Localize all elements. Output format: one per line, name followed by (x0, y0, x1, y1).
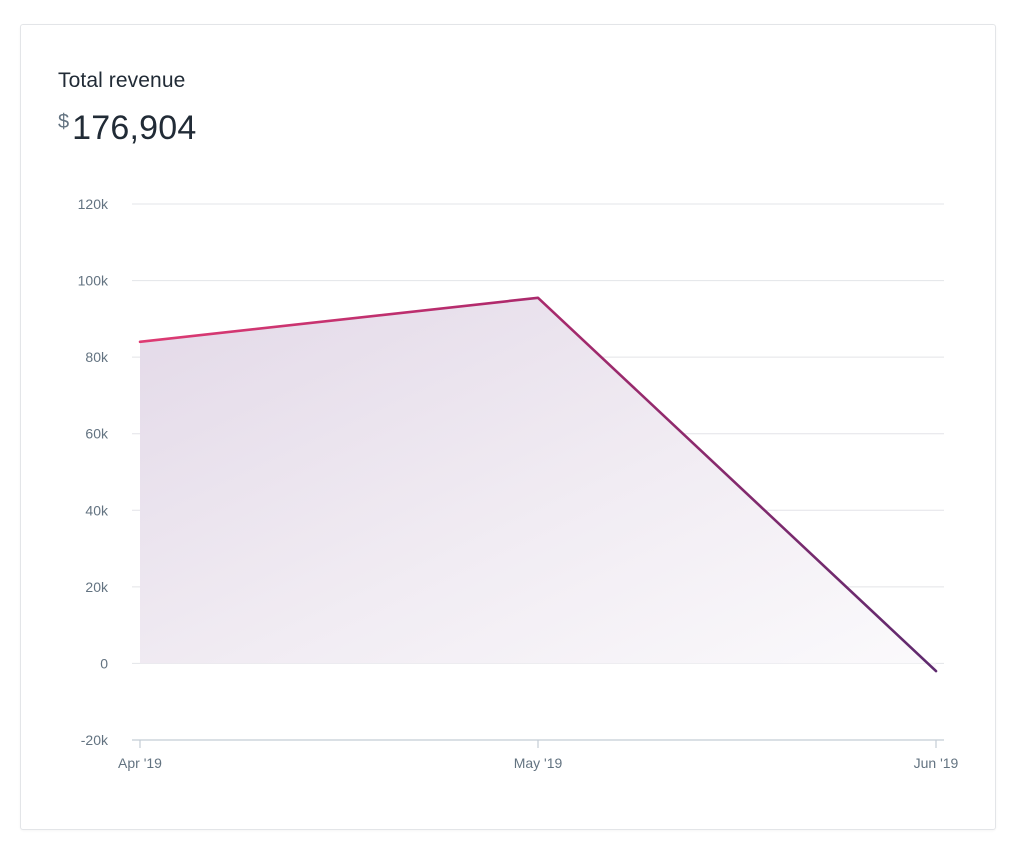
y-tick-label: 0 (100, 655, 108, 671)
total-revenue-metric: $176,904 (58, 109, 196, 148)
total-revenue-value: 176,904 (72, 109, 197, 147)
x-tick-label: Apr '19 (118, 755, 162, 771)
area-layer (138, 296, 938, 673)
x-axis-ticks: Apr '19 May '19 Jun '19 (118, 740, 959, 771)
area-fill (140, 297, 936, 672)
y-tick-label: 100k (78, 273, 109, 289)
y-tick-label: 40k (85, 502, 109, 518)
currency-symbol: $ (58, 111, 70, 133)
y-tick-label: -20k (81, 732, 109, 748)
y-axis-ticks: 120k 100k 80k 60k 40k 20k 0 -20k (78, 196, 109, 748)
y-tick-label: 120k (78, 196, 109, 212)
card-title: Total revenue (58, 69, 186, 92)
series-line (138, 296, 938, 673)
x-tick-label: Jun '19 (914, 755, 959, 771)
y-tick-label: 20k (85, 579, 109, 595)
y-tick-label: 80k (85, 349, 109, 365)
x-tick-label: May '19 (514, 755, 563, 771)
y-tick-label: 60k (85, 426, 109, 442)
